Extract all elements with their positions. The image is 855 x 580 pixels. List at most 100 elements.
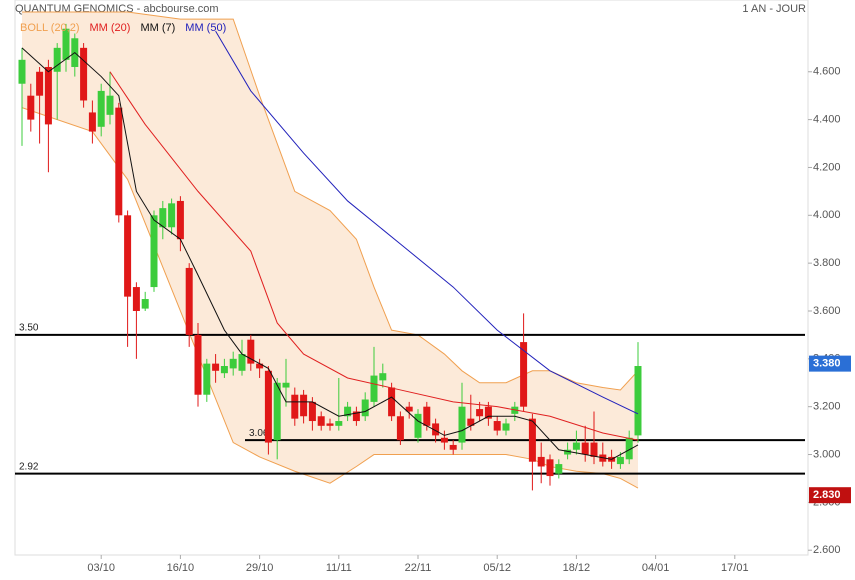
x-tick-label: 04/01: [642, 562, 670, 574]
candle-body: [616, 456, 624, 465]
candle-body: [44, 66, 52, 125]
candle-body: [458, 406, 466, 443]
candle-body: [484, 406, 492, 419]
candle-body: [493, 421, 501, 431]
candle-body: [80, 47, 88, 101]
candle-body: [546, 459, 554, 477]
y-tick-label: 4.000: [813, 209, 841, 221]
candle-body: [229, 358, 237, 369]
candle-body: [537, 456, 545, 467]
candle-body: [27, 95, 35, 120]
candle-body: [88, 112, 96, 132]
candle-body: [405, 406, 413, 412]
x-tick-label: 16/10: [167, 562, 195, 574]
candle-body: [326, 423, 334, 426]
candle-body: [124, 215, 132, 297]
price-tag-label: 2.830: [813, 489, 841, 501]
y-tick-label: 4.600: [813, 66, 841, 78]
candle-body: [62, 28, 70, 60]
candle-body: [106, 95, 114, 115]
candle-body: [581, 442, 589, 455]
moving-average: [21, 47, 639, 460]
bollinger-upper: [22, 11, 639, 391]
candle-body: [291, 394, 299, 419]
candle-body: [361, 399, 369, 417]
candle-body: [379, 373, 387, 381]
level-label: 3.50: [19, 323, 39, 334]
moving-average: [109, 71, 639, 441]
x-tick-label: 22/11: [405, 562, 432, 574]
y-tick-label: 3.000: [813, 448, 841, 460]
candle-body: [432, 423, 440, 436]
x-tick-label: 17/01: [721, 562, 749, 574]
candle-body: [264, 370, 272, 443]
bollinger-area: [22, 11, 638, 489]
x-tick-label: 03/10: [87, 562, 115, 574]
candle-body: [572, 442, 580, 450]
candle-body: [370, 375, 378, 402]
legend-entry: MM (7): [140, 22, 175, 34]
candle-body: [520, 342, 528, 407]
candle-body: [502, 423, 510, 431]
legend-entry: MM (50): [185, 22, 226, 34]
x-tick-label: 11/11: [326, 562, 352, 574]
candle-body: [132, 287, 140, 311]
candle-body: [590, 442, 598, 457]
candle-body: [344, 406, 352, 417]
candle-body: [335, 421, 343, 426]
y-tick-label: 2.600: [813, 544, 841, 556]
legend-entry: BOLL (20,2): [20, 22, 80, 34]
candle-body: [176, 200, 184, 240]
legend-entry: MM (20): [90, 22, 131, 34]
candle-body: [396, 416, 404, 441]
candle-body: [449, 444, 457, 450]
candle-body: [423, 406, 431, 426]
candle-body: [256, 363, 264, 369]
candle-body: [194, 334, 202, 395]
y-tick-label: 3.600: [813, 305, 841, 317]
candle-body: [97, 90, 105, 127]
x-tick-label: 29/10: [246, 562, 274, 574]
candle-body: [564, 449, 572, 455]
y-tick-label: 4.200: [813, 161, 841, 173]
candle-body: [273, 382, 281, 441]
candle-body: [36, 71, 44, 96]
price-tag: [809, 355, 851, 372]
candle-body: [115, 107, 123, 216]
y-tick-label: 3.200: [813, 401, 841, 413]
candle-body: [388, 387, 396, 417]
candle-body: [159, 208, 167, 228]
candle-body: [352, 411, 360, 422]
period: 1 AN - JOUR: [742, 3, 806, 15]
y-tick-label: 3.800: [813, 257, 841, 269]
candle-body: [168, 203, 176, 228]
candle-body: [308, 401, 316, 422]
candle-body: [634, 366, 642, 436]
moving-average: [215, 30, 639, 415]
plot-area: [14, 0, 809, 556]
candle-body: [300, 394, 308, 417]
candle-body: [185, 267, 193, 335]
price-tag-label: 3.380: [813, 358, 841, 370]
candle-body: [467, 418, 475, 426]
candle-body: [440, 437, 448, 443]
x-tick-label: 18/12: [563, 562, 591, 574]
candle-body: [212, 363, 220, 371]
candle-body: [282, 382, 290, 388]
x-tick-label: 05/12: [483, 562, 511, 574]
candle-body: [141, 299, 149, 309]
candle-body: [53, 47, 61, 72]
candle-body: [414, 413, 422, 438]
candle-body: [220, 366, 228, 374]
y-tick-label: 4.400: [813, 114, 841, 126]
candle-body: [18, 59, 26, 84]
candle-body: [238, 354, 246, 371]
candle-body: [247, 339, 255, 364]
candle-body: [317, 416, 325, 426]
candle-body: [555, 464, 563, 474]
candle-body: [528, 418, 536, 462]
level-label: 2.92: [19, 461, 39, 472]
candle-body: [150, 215, 158, 288]
candle-body: [203, 363, 211, 395]
